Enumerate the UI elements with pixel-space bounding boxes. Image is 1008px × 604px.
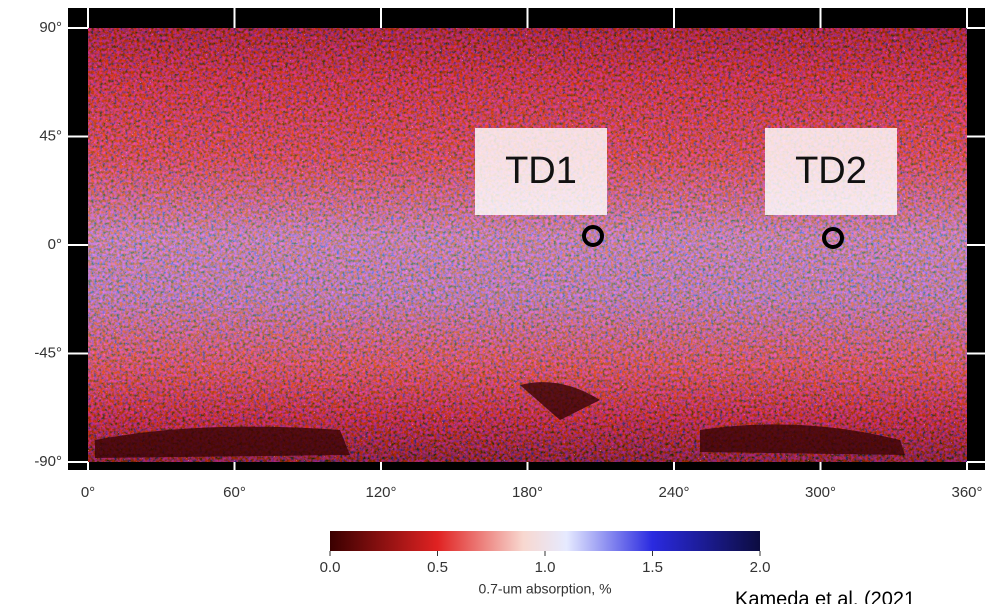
y-tick-label: -90° — [34, 453, 62, 470]
colorbar-tick-label: 1.5 — [642, 559, 663, 576]
x-tick-label: 0° — [81, 484, 95, 501]
citation: Kameda et al. (2021 — [735, 588, 915, 604]
x-tick-label: 240° — [658, 484, 689, 501]
site-label-box — [475, 128, 607, 215]
site-marker — [822, 227, 844, 249]
colorbar-tick-label: 0.0 — [320, 559, 341, 576]
colorbar-tick-label: 1.0 — [535, 559, 556, 576]
site-marker — [582, 225, 604, 247]
x-tick-label: 300° — [805, 484, 836, 501]
colorbar — [330, 531, 760, 551]
y-tick-label: 45° — [39, 127, 62, 144]
y-tick-label: -45° — [34, 344, 62, 361]
x-tick-label: 60° — [223, 484, 246, 501]
y-tick-label: 0° — [48, 236, 62, 253]
colorbar-tick-label: 0.5 — [427, 559, 448, 576]
colorbar-label: 0.7-um absorption, % — [478, 581, 611, 597]
colorbar-tick-label: 2.0 — [750, 559, 771, 576]
dark-region — [95, 382, 905, 458]
x-tick-label: 180° — [512, 484, 543, 501]
x-tick-label: 360° — [951, 484, 982, 501]
site-label: TD2 — [795, 150, 867, 192]
site-label: TD1 — [505, 150, 577, 192]
x-tick-label: 120° — [365, 484, 396, 501]
y-tick-label: 90° — [39, 19, 62, 36]
site-label-box — [765, 128, 897, 215]
